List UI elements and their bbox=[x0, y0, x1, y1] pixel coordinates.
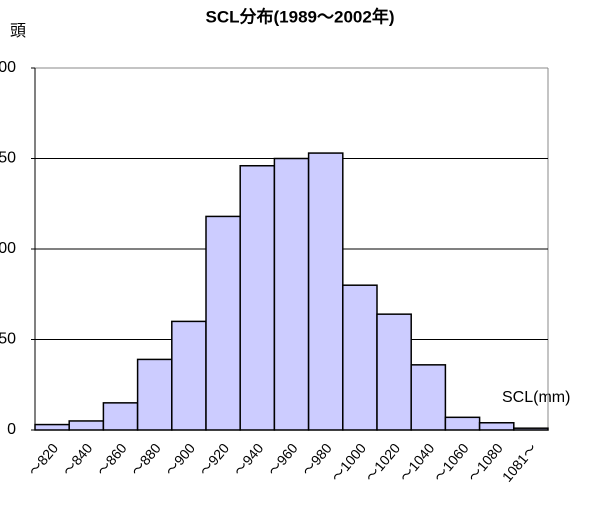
x-tick-label: ～880 bbox=[128, 440, 164, 479]
x-tick-label: ～1060 bbox=[430, 440, 471, 485]
x-tick-label: ～1020 bbox=[362, 440, 403, 485]
bar bbox=[410, 364, 447, 431]
bar bbox=[68, 420, 105, 431]
y-tick-label: 150 bbox=[0, 150, 16, 167]
x-tick-label: ～960 bbox=[264, 440, 300, 479]
x-tick-label: ～820 bbox=[25, 440, 61, 479]
x-tick-label: ～1080 bbox=[465, 440, 506, 485]
bar bbox=[171, 320, 207, 431]
y-tick-label: 50 bbox=[0, 331, 16, 348]
x-tick-label: 1081～ bbox=[499, 440, 540, 485]
x-tick-label: ～1000 bbox=[328, 440, 369, 485]
bar bbox=[239, 164, 276, 431]
x-tick-label: ～860 bbox=[93, 440, 129, 479]
bar bbox=[376, 313, 412, 431]
bar bbox=[102, 402, 139, 431]
y-axis-label: 頭 bbox=[10, 23, 26, 40]
x-tick-label: ～840 bbox=[59, 440, 95, 479]
bar bbox=[34, 423, 70, 431]
bar bbox=[478, 422, 515, 431]
y-tick-label: 200 bbox=[0, 59, 16, 76]
chart-title: SCL分布(1989～2002年) bbox=[206, 6, 395, 26]
x-tick-label: ～1040 bbox=[396, 440, 437, 485]
x-axis-label: SCL(mm) bbox=[502, 389, 570, 406]
y-tick-label: 0 bbox=[7, 421, 16, 438]
x-tick-label: ～900 bbox=[162, 440, 198, 479]
x-tick-label: ～920 bbox=[196, 440, 232, 479]
bar bbox=[273, 157, 310, 431]
bar bbox=[205, 215, 241, 431]
x-tick-label: ～940 bbox=[230, 440, 266, 479]
bar bbox=[342, 284, 378, 431]
bar bbox=[136, 358, 173, 431]
bar bbox=[307, 152, 344, 431]
bar bbox=[444, 416, 481, 431]
y-tick-label: 100 bbox=[0, 240, 16, 257]
